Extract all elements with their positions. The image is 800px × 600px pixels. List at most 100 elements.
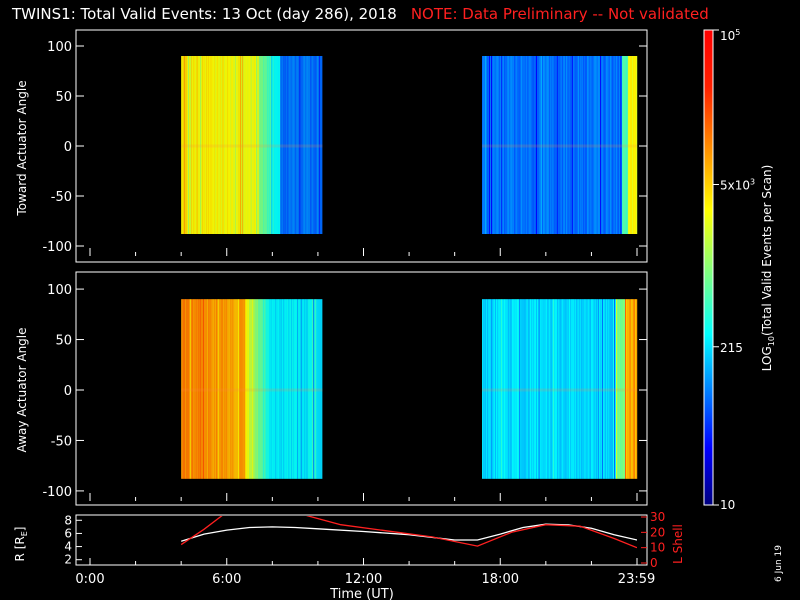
away-col [304,299,306,479]
toward-col [189,56,191,234]
away-col [573,299,575,479]
away-col [223,299,225,479]
away-col [266,299,268,479]
away-panel-frame [75,271,648,506]
away-col [297,299,299,479]
away-col [245,299,247,479]
toward-col [627,56,629,234]
lshell-line-1 [180,516,223,546]
away-col [254,299,256,479]
toward-y-axis-label: Toward Actuator Angle [15,80,29,216]
toward-col [308,56,310,234]
away-col [607,299,609,479]
away-col [590,299,592,479]
away-col [510,299,512,479]
toward-col [216,56,218,234]
toward-col [260,56,262,234]
away-col [191,299,193,479]
away-col [627,299,629,479]
toward-col [268,56,270,234]
away-col [283,299,285,479]
toward-col [509,56,511,234]
away-col [309,299,311,479]
away-col [184,299,186,479]
away-col [188,299,190,479]
away-col [587,299,589,479]
away-col [583,299,585,479]
away-col [227,299,229,479]
toward-col [208,56,210,234]
colorbar-tick-label: 215 [720,341,743,355]
away-col [186,299,188,479]
away-col [230,299,232,479]
away-col [528,299,530,479]
toward-col [277,56,279,234]
toward-col [533,56,535,234]
toward-col [626,56,628,234]
away-col [597,299,599,479]
toward-col [490,56,492,234]
away-col [563,299,565,479]
toward-col [266,56,268,234]
away-col [505,299,507,479]
toward-col [631,56,633,234]
toward-col [213,56,215,234]
toward-col [530,56,532,234]
away-ytick-label: -50 [51,434,72,449]
radius-ytick-label: 4 [64,540,72,554]
toward-col [271,56,273,234]
away-col [203,299,205,479]
away-col [194,299,196,479]
away-col [549,299,551,479]
away-col [586,299,588,479]
away-col [206,299,208,479]
toward-col [581,56,583,234]
toward-col [600,56,602,234]
away-col [246,299,248,479]
time-x-axis-label: Time (UT) [329,587,394,600]
toward-col [506,56,508,234]
colorbar-label: LOG10(Total Valid Events per Scan) [760,165,776,372]
away-col [634,299,636,479]
away-col [530,299,532,479]
toward-col [297,56,299,234]
away-col [620,299,622,479]
away-col [264,299,266,479]
toward-col [245,56,247,234]
toward-col [516,56,518,234]
toward-col [590,56,592,234]
away-col [616,299,618,479]
away-col [581,299,583,479]
away-col [262,299,264,479]
away-col [567,299,569,479]
away-col [183,299,185,479]
away-col [612,299,614,479]
toward-col [237,56,239,234]
away-col [241,299,243,479]
away-col [493,299,495,479]
toward-col [307,56,309,234]
away-col [522,299,524,479]
away-col [506,299,508,479]
toward-col [549,56,551,234]
away-col [269,299,271,479]
toward-col [545,56,547,234]
toward-col [563,56,565,234]
toward-col [244,56,246,234]
away-col [585,299,587,479]
toward-col [310,56,312,234]
toward-col [249,56,251,234]
toward-col [263,56,265,234]
toward-col [529,56,531,234]
away-col [483,299,485,479]
toward-col [188,56,190,234]
toward-col [568,56,570,234]
lshell-y-axis-label: L Shell [671,524,685,564]
toward-col [261,56,263,234]
away-col [314,299,316,479]
toward-col [226,56,228,234]
toward-col [311,56,313,234]
away-col [275,299,277,479]
away-col [615,299,617,479]
